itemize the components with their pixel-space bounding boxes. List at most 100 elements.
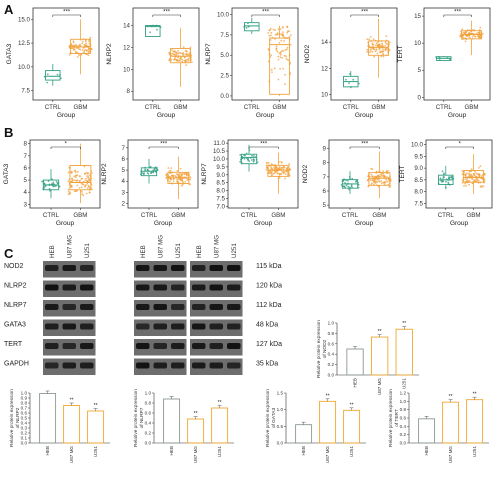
- blot-band: [45, 265, 59, 271]
- data-point: [174, 175, 177, 178]
- plot-frame: [227, 139, 299, 209]
- data-point: [464, 182, 466, 185]
- y-tick-label: 1.0: [277, 407, 284, 412]
- data-point: [281, 57, 283, 59]
- protein-label: GAPDH: [4, 361, 29, 368]
- data-point: [273, 166, 275, 169]
- significance-label: **: [449, 394, 453, 400]
- data-point: [384, 181, 387, 184]
- data-point: [85, 42, 88, 45]
- significance-label: ***: [262, 10, 270, 16]
- blot-band: [192, 323, 206, 330]
- data-point: [386, 176, 388, 178]
- bar: [163, 398, 181, 444]
- blot-band: [80, 362, 94, 369]
- data-point: [277, 58, 280, 61]
- y-tick-label: 1.2: [400, 391, 407, 396]
- data-point: [68, 53, 71, 56]
- significance-label: **: [473, 392, 477, 398]
- significance-label: **: [350, 402, 354, 408]
- data-point: [442, 175, 445, 178]
- y-axis-label: NLRP2: [101, 163, 108, 185]
- data-point: [266, 162, 268, 165]
- y-tick-label: 0.6: [21, 411, 28, 416]
- blot-band: [153, 343, 167, 349]
- data-point: [73, 190, 76, 192]
- y-tick-label: 14: [321, 39, 328, 46]
- data-point: [385, 178, 388, 181]
- data-point: [348, 188, 350, 191]
- x-axis-label: Group: [448, 112, 467, 119]
- blot-band: [62, 284, 76, 291]
- gbm-box: [269, 37, 290, 95]
- data-point: [369, 36, 372, 38]
- data-point: [366, 50, 369, 53]
- gbm-box: [267, 164, 290, 177]
- blot-band: [136, 265, 150, 271]
- data-point: [463, 185, 465, 187]
- blot-band: [80, 284, 94, 291]
- x-tick-label: GBM: [272, 104, 286, 111]
- y-tick-label: 0.3: [21, 426, 28, 431]
- kda-label: 48 kDa: [256, 322, 278, 329]
- y-tick-label: 8.5: [414, 177, 423, 184]
- data-point: [475, 172, 478, 175]
- blot-band: [62, 323, 76, 330]
- data-point: [81, 177, 84, 180]
- data-point: [473, 170, 476, 173]
- plot-frame: [328, 139, 400, 209]
- data-point: [270, 68, 273, 71]
- data-point: [474, 35, 477, 38]
- data-point: [270, 34, 272, 37]
- data-point: [176, 178, 179, 181]
- data-point: [278, 52, 281, 55]
- data-point: [461, 170, 464, 172]
- data-point: [175, 51, 178, 54]
- data-point: [288, 30, 290, 33]
- data-point: [256, 161, 259, 164]
- protein-label: GATA3: [4, 322, 26, 329]
- data-point: [179, 172, 182, 175]
- y-tick-label: 0.0: [145, 441, 152, 446]
- data-point: [78, 54, 80, 57]
- plot-frame: [330, 7, 398, 101]
- data-point: [369, 179, 372, 181]
- data-point: [88, 42, 91, 45]
- data-point: [386, 170, 388, 172]
- data-point: [88, 39, 90, 42]
- y-tick-label: 10.0: [213, 156, 226, 163]
- data-point: [366, 48, 369, 51]
- data-point: [69, 191, 71, 194]
- x-tick-label: U87 MG: [377, 378, 382, 396]
- data-point: [84, 185, 86, 188]
- data-point: [184, 56, 186, 59]
- data-point: [168, 59, 171, 62]
- data-point: [77, 170, 79, 173]
- data-point: [286, 30, 289, 33]
- x-tick-label: CTRL: [244, 104, 261, 111]
- y-tick-label: 7: [122, 145, 126, 152]
- blot-band: [209, 343, 223, 349]
- bar: [370, 336, 389, 376]
- data-point: [383, 183, 386, 186]
- y-axis-label-unit: of TERT: [394, 409, 400, 427]
- data-point: [71, 47, 73, 50]
- data-point: [478, 174, 481, 177]
- data-point: [275, 49, 278, 51]
- data-point: [449, 176, 452, 179]
- data-point: [276, 50, 279, 53]
- bar: [187, 418, 205, 444]
- bar: [295, 424, 313, 444]
- data-point: [89, 36, 92, 39]
- blot-band: [136, 362, 150, 369]
- y-tick-label: 1.5: [277, 391, 284, 396]
- y-tick-label: 7.5: [220, 32, 229, 39]
- blot-band: [209, 284, 223, 291]
- blot-band: [80, 304, 94, 310]
- data-point: [468, 173, 471, 176]
- data-point: [385, 47, 388, 50]
- data-point: [380, 55, 383, 58]
- data-point: [282, 167, 285, 169]
